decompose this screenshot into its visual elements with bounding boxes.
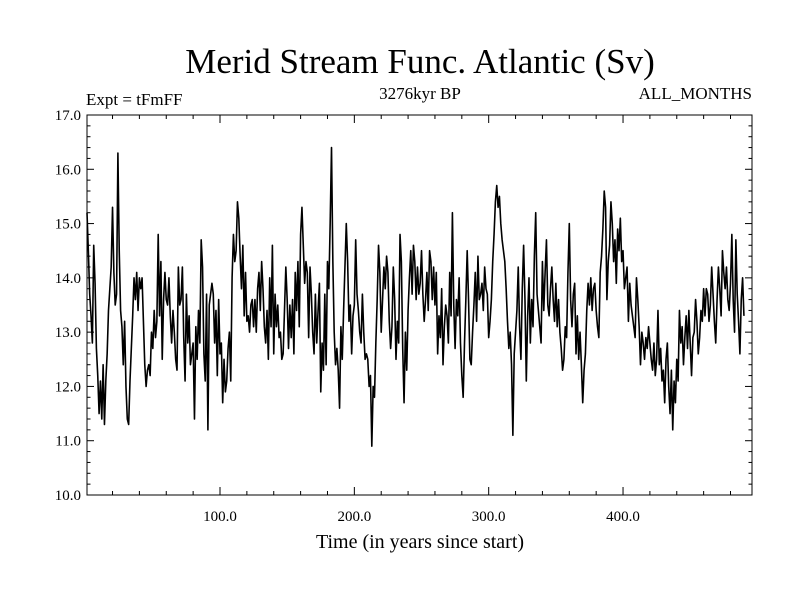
x-tick-label: 100.0 bbox=[203, 509, 237, 525]
subtitle-experiment: Expt = tFmFF bbox=[86, 90, 183, 109]
plot-frame bbox=[86, 114, 753, 496]
axis-ticks: 10.0 11.0 12.0 13.0 14.0 15.0 16.0 17.0 100.0 200… bbox=[55, 108, 752, 525]
chart-title: Merid Stream Func. Atlantic (Sv) bbox=[185, 42, 655, 81]
y-tick-label: 12.0 bbox=[55, 379, 81, 395]
x-tick-label: 300.0 bbox=[472, 509, 506, 525]
y-tick-label: 10.0 bbox=[55, 488, 81, 504]
x-tick-label: 400.0 bbox=[606, 509, 640, 525]
series-line bbox=[86, 146, 745, 447]
y-tick-label: 11.0 bbox=[55, 434, 81, 450]
y-tick-label: 16.0 bbox=[55, 162, 81, 178]
x-tick-label: 200.0 bbox=[337, 509, 371, 525]
series-group bbox=[86, 146, 745, 447]
y-tick-label: 15.0 bbox=[55, 217, 81, 233]
subtitle-period: 3276kyr BP bbox=[379, 84, 461, 103]
y-tick-label: 14.0 bbox=[55, 271, 81, 287]
y-tick-label: 13.0 bbox=[55, 325, 81, 341]
x-axis-label: Time (in years since start) bbox=[316, 531, 524, 553]
subtitle-months: ALL_MONTHS bbox=[639, 84, 752, 103]
y-tick-label: 17.0 bbox=[55, 108, 81, 124]
